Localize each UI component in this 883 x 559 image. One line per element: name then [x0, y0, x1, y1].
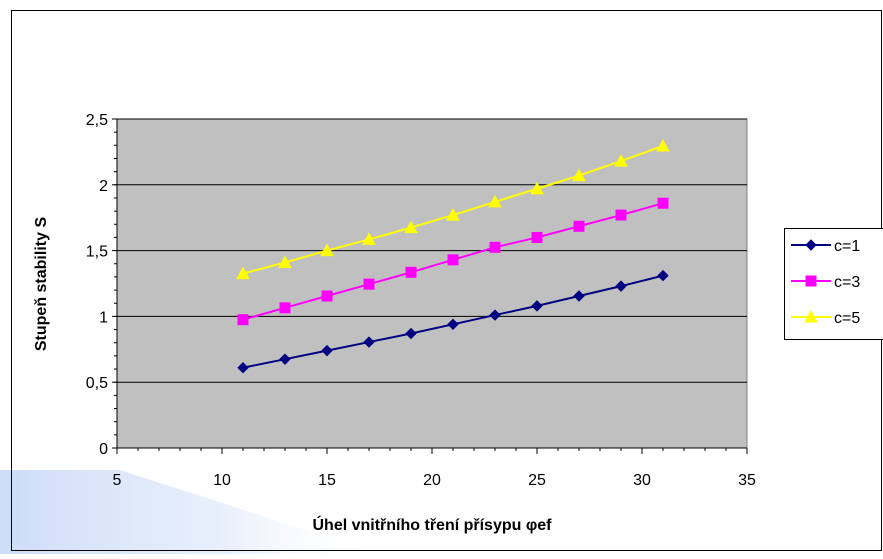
y-tick-label: 0: [99, 441, 108, 458]
x-tick-label: 5: [113, 472, 122, 489]
data-point: [322, 291, 332, 301]
data-point: [364, 279, 374, 289]
legend-marker: [806, 276, 816, 286]
legend-label: c=1: [834, 238, 860, 255]
y-tick-label: 2,5: [86, 112, 108, 129]
y-tick-label: 1: [99, 309, 108, 326]
x-tick-label: 35: [738, 472, 756, 489]
data-point: [238, 315, 248, 325]
y-tick-label: 0,5: [86, 375, 108, 392]
legend-label: c=3: [834, 274, 860, 291]
y-tick-label: 1,5: [86, 244, 108, 261]
x-axis-title: Úhel vnitřního tření přísypu φef: [312, 515, 552, 534]
data-point: [616, 210, 626, 220]
x-tick-label: 30: [633, 472, 651, 489]
y-tick-label: 2: [99, 178, 108, 195]
x-tick-label: 10: [213, 472, 231, 489]
x-tick-label: 20: [423, 472, 441, 489]
x-tick-label: 15: [318, 472, 336, 489]
data-point: [490, 242, 500, 252]
data-point: [406, 267, 416, 277]
data-point: [658, 198, 668, 208]
legend-label: c=5: [834, 310, 860, 327]
data-point: [448, 255, 458, 265]
data-point: [532, 232, 542, 242]
x-tick-label: 25: [528, 472, 546, 489]
legend: c=1 c=3 c=5: [785, 229, 883, 340]
y-axis-title: Stupeň stability S: [33, 217, 50, 352]
data-point: [280, 303, 290, 313]
plot-area: [117, 119, 747, 448]
data-point: [574, 221, 584, 231]
